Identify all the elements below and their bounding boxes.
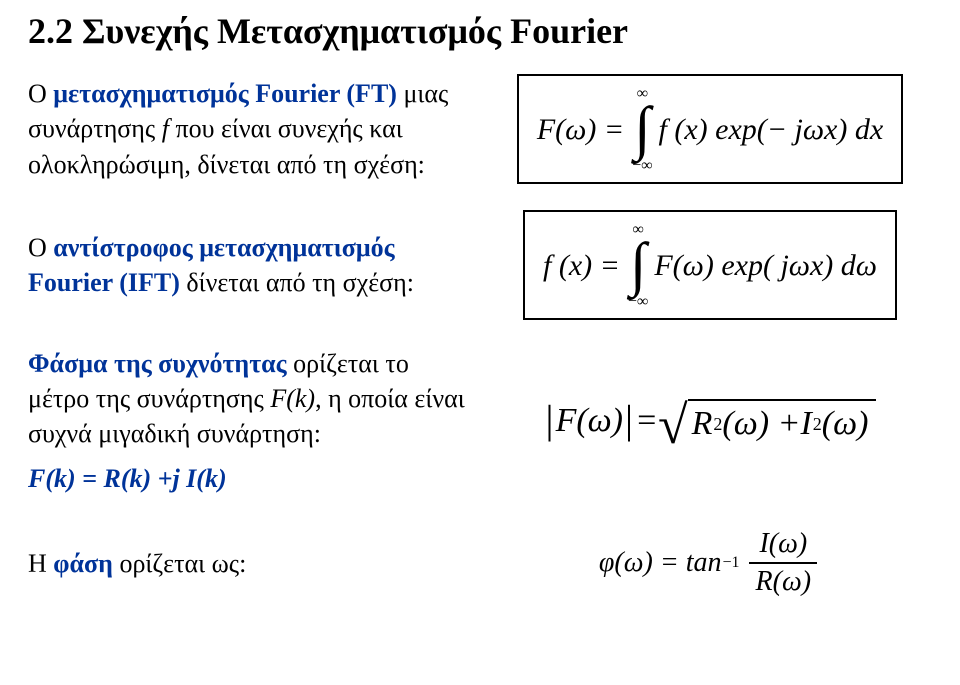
eq-phase-math: φ(ω) = tan−1 I(ω) R(ω) xyxy=(599,528,821,598)
Iarg: (ω) xyxy=(822,405,869,443)
eq-sign: = xyxy=(635,402,658,440)
abs-bar-left: | xyxy=(544,396,556,443)
integral-icon: ∞ ∫ −∞ xyxy=(632,86,652,174)
I: I xyxy=(800,405,811,443)
eq-magnitude: |F(ω)| = √ R2(ω) + I 2(ω) xyxy=(532,392,889,451)
term-ft: μετασχηματισμός Fourier (FT) xyxy=(53,79,397,108)
eq-lhs: F(ω) = xyxy=(537,113,624,147)
term-phase: φάση xyxy=(53,549,113,578)
fn-f: f xyxy=(162,114,169,143)
eq-integrand: f (x) exp(− jωx) dx xyxy=(659,113,884,147)
row-ift: Ο αντίστροφος μετασχηματισμός Fourier (I… xyxy=(28,210,932,320)
eq-integrand: F(ω) exp( jωx) dω xyxy=(654,249,877,283)
text: δίνεται από τη σχέση: xyxy=(180,268,414,297)
para-ft: Ο μετασχηματισμός Fourier (FT) μιας συνά… xyxy=(28,76,488,181)
term-spectrum: Φάσμα της συχνότητας xyxy=(28,349,287,378)
eq-mag-math: |F(ω)| = √ R2(ω) + I 2(ω) xyxy=(544,398,877,445)
eq-ift: f (x) = ∞ ∫ −∞ F(ω) exp( jωx) dω xyxy=(543,222,877,310)
eq-ift-box: f (x) = ∞ ∫ −∞ F(ω) exp( jωx) dω xyxy=(523,210,897,320)
fraction: I(ω) R(ω) xyxy=(746,528,822,598)
abs-bar-right: | xyxy=(623,396,635,443)
sqrt-icon: √ R2(ω) + I 2(ω) xyxy=(658,399,877,443)
exp-neg1: −1 xyxy=(722,554,740,572)
eq-lhs: f (x) = xyxy=(543,249,620,283)
eq-lhs: φ(ω) = tan xyxy=(599,547,722,579)
page-title: 2.2 Συνεχής Μετασχηματισμός Fourier xyxy=(28,10,932,52)
frac-num: I(ω) xyxy=(749,528,817,564)
para-ift: Ο αντίστροφος μετασχηματισμός Fourier (I… xyxy=(28,230,488,300)
frac-den: R(ω) xyxy=(746,564,822,598)
Fk: F(k) xyxy=(270,384,315,413)
para-spectrum: Φάσμα της συχνότητας ορίζεται το μέτρο τ… xyxy=(28,346,488,496)
formula-Fk: F(k) = R(k) +j I(k) xyxy=(28,464,227,493)
Rarg: (ω) + xyxy=(722,405,800,443)
eq-lhs-inner: F(ω) xyxy=(556,402,623,440)
text: Η xyxy=(28,549,53,578)
integral-icon: ∞ ∫ −∞ xyxy=(628,222,648,310)
para-phase: Η φάση ορίζεται ως: xyxy=(28,546,488,581)
eq-ft-box: F(ω) = ∞ ∫ −∞ f (x) exp(− jωx) dx xyxy=(517,74,903,184)
row-ft: Ο μετασχηματισμός Fourier (FT) μιας συνά… xyxy=(28,74,932,184)
row-phase: Η φάση ορίζεται ως: φ(ω) = tan−1 I(ω) R(… xyxy=(28,522,932,604)
row-spectrum: Φάσμα της συχνότητας ορίζεται το μέτρο τ… xyxy=(28,346,932,496)
exp2a: 2 xyxy=(712,414,722,435)
text: Ο xyxy=(28,79,53,108)
R: R xyxy=(692,405,713,443)
text: ορίζεται ως: xyxy=(113,549,246,578)
eq-ft: F(ω) = ∞ ∫ −∞ f (x) exp(− jωx) dx xyxy=(537,86,883,174)
exp2b: 2 xyxy=(812,414,822,435)
text: Ο xyxy=(28,233,53,262)
eq-phase: φ(ω) = tan−1 I(ω) R(ω) xyxy=(587,522,833,604)
